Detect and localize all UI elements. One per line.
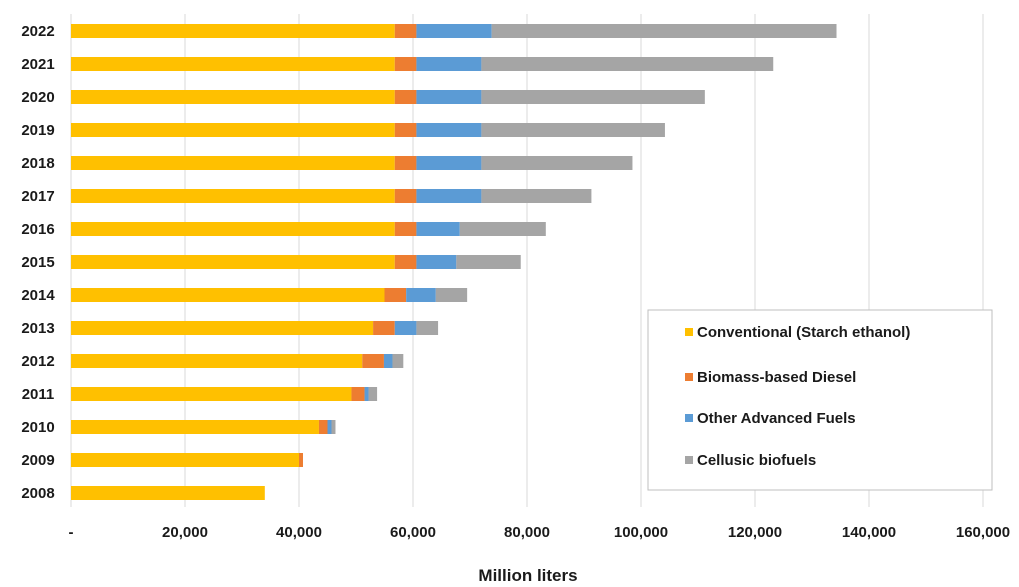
x-tick-label: 80,000 xyxy=(504,524,550,541)
category-label: 2018 xyxy=(21,155,54,172)
bar-segment xyxy=(71,57,395,71)
category-label: 2020 xyxy=(21,89,54,106)
x-tick-label: 100,000 xyxy=(614,524,668,541)
x-tick-labels: - 20,000 40,000 60,000 80,000 100,000 120,000 1… xyxy=(69,524,1011,541)
bar-segment xyxy=(416,189,482,203)
bar-segment xyxy=(71,288,385,302)
bar-segment xyxy=(416,156,482,170)
category-label: 2012 xyxy=(21,353,54,370)
bar-segment xyxy=(71,24,395,38)
bar-segment xyxy=(71,387,352,401)
bar-segment xyxy=(384,288,407,302)
bar-segment xyxy=(327,420,332,434)
legend-swatch xyxy=(685,373,693,381)
bar-segment xyxy=(459,222,546,236)
bar-segment xyxy=(481,189,592,203)
legend: Conventional (Starch ethanol) Biomass-bas… xyxy=(647,309,993,491)
bar-segment xyxy=(373,321,395,335)
bar-segment xyxy=(71,156,395,170)
x-tick-label: 20,000 xyxy=(162,524,208,541)
bar-segment xyxy=(318,420,328,434)
bar-segment xyxy=(481,123,665,137)
category-label: 2019 xyxy=(21,122,54,139)
x-tick-label: 40,000 xyxy=(276,524,322,541)
bar-segment xyxy=(435,288,468,302)
bar-segment xyxy=(364,387,369,401)
bar-segment xyxy=(71,123,395,137)
bar-segment xyxy=(383,354,393,368)
bar-segment xyxy=(331,420,336,434)
legend-swatch xyxy=(685,414,693,422)
legend-box xyxy=(647,309,993,491)
bar-segment xyxy=(71,255,395,269)
bar-segment xyxy=(394,90,417,104)
bar-segment xyxy=(394,57,417,71)
bar-segment xyxy=(351,387,365,401)
x-tick-label: 120,000 xyxy=(728,524,782,541)
category-label: 2015 xyxy=(21,254,54,271)
bar-segment xyxy=(394,222,417,236)
bar-segment xyxy=(394,189,417,203)
bar-segment xyxy=(491,24,837,38)
bar-segment xyxy=(394,156,417,170)
category-label: 2011 xyxy=(22,386,55,403)
legend-label: Conventional (Starch ethanol) xyxy=(697,324,910,341)
bar-segment xyxy=(362,354,384,368)
bar-segment xyxy=(416,222,460,236)
x-axis-title: Million liters xyxy=(478,566,577,585)
bar-segment xyxy=(71,354,363,368)
bar-segment xyxy=(416,321,439,335)
x-tick-label: 140,000 xyxy=(842,524,896,541)
category-labels: 2022 2021 2020 2019 2018 2017 2016 2015 2014 2013… xyxy=(21,23,55,502)
category-label: 2010 xyxy=(21,419,54,436)
bar-segment xyxy=(394,321,417,335)
bar-segment xyxy=(71,90,395,104)
category-label: 2021 xyxy=(21,56,54,73)
bar-segment xyxy=(71,321,374,335)
bar-segment xyxy=(416,90,482,104)
legend-label: Biomass-based Diesel xyxy=(697,369,856,386)
category-label: 2014 xyxy=(21,287,55,304)
bars-layer xyxy=(71,24,837,500)
category-label: 2016 xyxy=(21,221,54,238)
bar-segment xyxy=(406,288,436,302)
bar-segment xyxy=(299,453,303,467)
bar-segment xyxy=(456,255,521,269)
legend-swatch xyxy=(685,456,693,464)
bar-segment xyxy=(71,486,265,500)
bar-segment xyxy=(394,255,417,269)
category-label: 2013 xyxy=(21,320,54,337)
bar-segment xyxy=(481,57,774,71)
category-label: 2008 xyxy=(21,485,54,502)
category-label: 2022 xyxy=(21,23,54,40)
bar-segment xyxy=(71,222,395,236)
legend-label: Other Advanced Fuels xyxy=(697,410,856,427)
bar-segment xyxy=(481,156,633,170)
category-label: 2009 xyxy=(21,452,54,469)
legend-swatch xyxy=(685,328,693,336)
bar-segment xyxy=(416,255,457,269)
bar-segment xyxy=(71,189,395,203)
legend-label: Cellusic biofuels xyxy=(697,452,816,469)
category-label: 2017 xyxy=(21,188,54,205)
bar-segment xyxy=(71,453,299,467)
bar-segment xyxy=(416,24,492,38)
x-tick-label: - xyxy=(69,524,74,541)
bar-segment xyxy=(392,354,404,368)
x-tick-label: 60,000 xyxy=(390,524,436,541)
bar-segment xyxy=(368,387,378,401)
bar-segment xyxy=(394,24,417,38)
bar-segment xyxy=(416,123,482,137)
bar-segment xyxy=(71,420,319,434)
bar-segment xyxy=(481,90,705,104)
x-tick-label: 160,000 xyxy=(956,524,1010,541)
bar-segment xyxy=(416,57,482,71)
bar-segment xyxy=(394,123,417,137)
